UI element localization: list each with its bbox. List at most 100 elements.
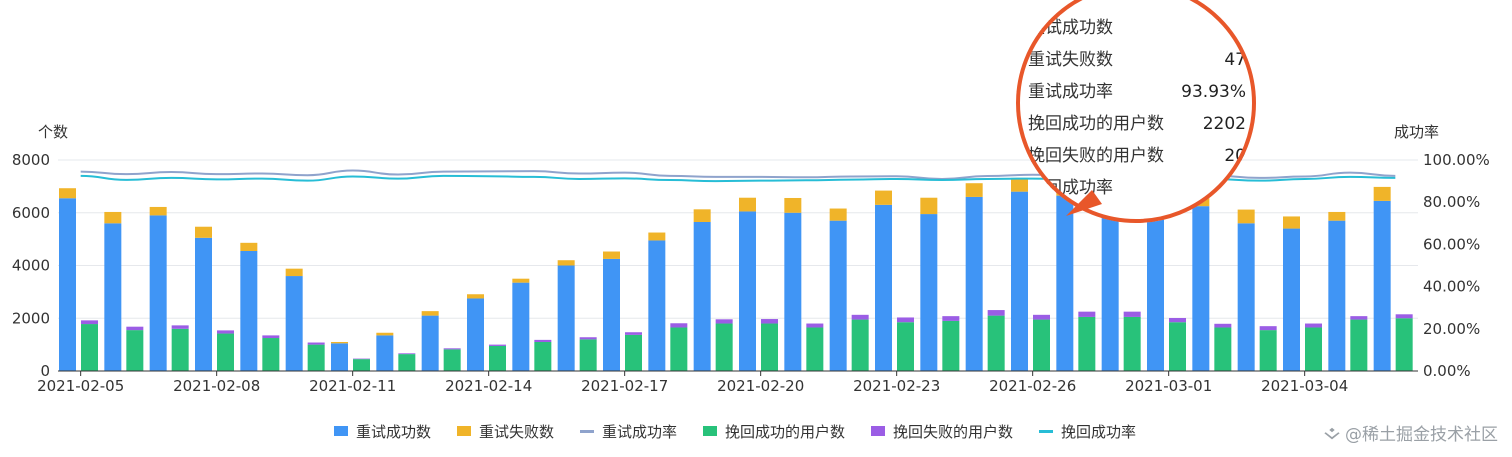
bar-recover-1: [1078, 311, 1096, 317]
bar-retry-0: [739, 211, 756, 371]
legend-label: 挽回成功的用户数: [725, 423, 845, 441]
bar-recover-1: [851, 314, 869, 320]
x-tick-label: 2021-03-01: [1125, 377, 1212, 395]
legend-item-5[interactable]: 挽回成功率: [1039, 423, 1136, 441]
legend-label: 重试失败数: [479, 423, 554, 441]
legend-item-3[interactable]: 挽回成功的用户数: [703, 423, 845, 441]
bar-retry-1: [467, 294, 484, 299]
y-right-tick-label: 40.00%: [1423, 278, 1480, 296]
y-left-tick-label: 4000: [12, 257, 50, 275]
bar-recover-0: [1259, 330, 1277, 371]
bar-recover-0: [1214, 327, 1232, 371]
bar-recover-1: [715, 319, 733, 324]
bar-recover-0: [1123, 316, 1141, 371]
bar-retry-1: [104, 211, 122, 224]
y-axis-right-label: 成功率: [1394, 123, 1439, 141]
legend-item-1[interactable]: 重试失败数: [457, 423, 554, 441]
bar-retry-0: [376, 335, 394, 371]
y-axis-right: 0.00% 20.00% 40.00% 60.00% 80.00% 100.00%: [1423, 151, 1490, 380]
bar-retry-0: [149, 215, 167, 371]
bar-recover-0: [897, 322, 914, 371]
bar-recover-1: [171, 325, 189, 329]
bar-recover-1: [1214, 323, 1232, 328]
legend-item-2[interactable]: 重试成功率: [580, 423, 677, 441]
bar-retry-1: [739, 197, 756, 212]
bar-retry-1: [376, 332, 394, 336]
bar-recover-0: [761, 323, 778, 371]
x-tick-label: 2021-02-11: [309, 377, 396, 395]
tooltip-row-value: 93.93%: [1181, 82, 1246, 102]
bar-retry-1: [784, 197, 802, 213]
y-right-tick-label: 100.00%: [1423, 151, 1490, 169]
bar-recover-1: [126, 326, 144, 331]
bar-retry-0: [59, 198, 76, 371]
x-tick-label: 2021-02-08: [173, 377, 260, 395]
bar-retry-0: [784, 212, 802, 371]
bar-retry-1: [557, 260, 575, 266]
bar-retry-1: [1328, 211, 1346, 221]
magnifier-bg: [1016, 0, 1256, 223]
bar-retry-1: [1373, 186, 1391, 201]
bar-recover-0: [670, 327, 688, 371]
tooltip-row-label: 重试成功率: [1028, 82, 1113, 102]
bar-recover-1: [987, 310, 1005, 316]
bar-retry-1: [59, 188, 76, 199]
x-tick-label: 2021-02-23: [853, 377, 940, 395]
bar-retry-0: [648, 240, 666, 371]
legend-marker-bar: [703, 426, 717, 436]
bar-retry-1: [965, 183, 983, 197]
bar-retry-0: [603, 258, 620, 371]
bar-retry-1: [693, 209, 711, 222]
bar-recover-1: [1305, 323, 1322, 328]
bar-recover-0: [217, 333, 234, 371]
bar-recover-1: [262, 335, 280, 339]
bar-retry-0: [693, 221, 711, 371]
legend-label: 重试成功数: [356, 423, 431, 441]
bar-retry-0: [1373, 200, 1391, 371]
legend-item-4[interactable]: 挽回失败的用户数: [871, 423, 1013, 441]
y-right-tick-label: 0.00%: [1423, 362, 1471, 380]
bar-retry-0: [1101, 204, 1119, 371]
y-right-tick-label: 20.00%: [1423, 320, 1480, 338]
bars: [59, 177, 1413, 371]
legend-label: 重试成功率: [602, 423, 677, 441]
bar-retry-1: [1237, 209, 1255, 224]
bar-recover-1: [897, 317, 914, 323]
bar-recover-1: [806, 323, 824, 328]
bar-retry-1: [1283, 216, 1300, 229]
tooltip-row-label: 挽回成功率: [1028, 178, 1113, 198]
legend-marker-bar: [457, 426, 471, 436]
x-tick-label: 2021-02-05: [37, 377, 124, 395]
tooltip-row-value: 7: [1235, 18, 1246, 38]
y-left-tick-label: 6000: [12, 204, 50, 222]
bar-recover-0: [625, 334, 642, 371]
bar-recover-1: [579, 337, 597, 340]
bar-retry-0: [1056, 195, 1074, 371]
bar-retry-0: [104, 223, 122, 371]
bar-recover-0: [806, 327, 824, 371]
bar-recover-0: [353, 359, 370, 371]
y-left-tick-label: 8000: [12, 151, 50, 169]
tooltip-row-label: 挽回失败的用户数: [1028, 146, 1164, 166]
x-tick-label: 2021-02-20: [717, 377, 804, 395]
bar-recover-1: [353, 358, 370, 360]
bar-retry-1: [240, 242, 258, 251]
bar-recover-0: [1305, 327, 1322, 371]
legend[interactable]: 重试成功数 重试失败数 重试成功率 挽回成功的用户数 挽回失败的用户数 挽回成功率: [334, 423, 1136, 441]
bar-retry-1: [421, 311, 439, 316]
x-tick-label: 2021-02-17: [581, 377, 668, 395]
bar-retry-0: [1237, 223, 1255, 371]
bar-recover-0: [534, 341, 552, 371]
bar-recover-0: [489, 345, 506, 371]
legend-item-0[interactable]: 重试成功数: [334, 423, 431, 441]
bar-recover-1: [1395, 314, 1413, 319]
bar-recover-1: [1259, 326, 1277, 331]
bar-recover-1: [942, 316, 960, 321]
watermark: @稀土掘金技术社区: [1323, 420, 1498, 445]
bar-recover-1: [761, 319, 778, 324]
bar-recover-1: [1033, 314, 1050, 320]
legend-label: 挽回成功率: [1061, 423, 1136, 441]
bar-recover-1: [489, 344, 506, 346]
